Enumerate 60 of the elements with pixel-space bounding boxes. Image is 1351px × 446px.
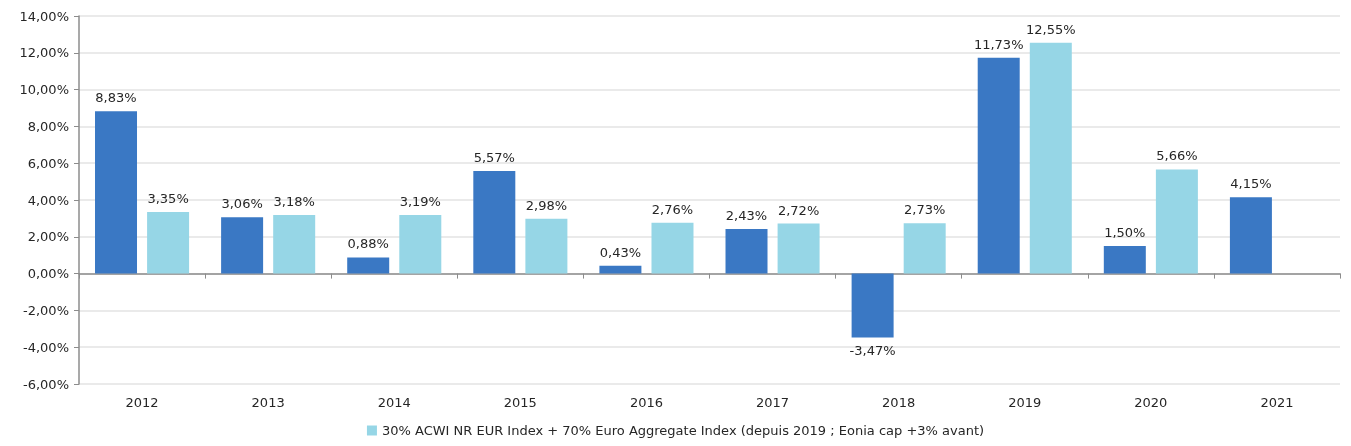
data-label: 0,88% xyxy=(347,236,389,252)
y-tick-label: 2,00% xyxy=(27,229,69,245)
bar xyxy=(473,171,516,274)
legend-label: 30% ACWI NR EUR Index + 70% Euro Aggregate Index (depuis 2019 ; Eonia cap +3% avant) xyxy=(381,423,985,438)
y-tick-label: 10,00% xyxy=(19,82,69,98)
y-tick-label: 6,00% xyxy=(27,155,69,171)
y-tick-label: 4,00% xyxy=(27,192,69,208)
x-tick-label: 2015 xyxy=(503,395,537,410)
y-tick-label: -2,00% xyxy=(23,302,69,318)
data-label: 2,76% xyxy=(651,201,694,217)
data-label: 2,73% xyxy=(904,202,946,218)
bar xyxy=(525,218,568,274)
data-label: -3,47% xyxy=(849,343,896,359)
bar xyxy=(273,215,316,274)
bar xyxy=(651,222,694,274)
bar xyxy=(1229,197,1272,274)
bar xyxy=(221,217,264,274)
data-label: 12,55% xyxy=(1026,21,1076,37)
bar xyxy=(725,228,768,274)
y-tick-label: -6,00% xyxy=(23,376,69,392)
bar xyxy=(347,257,390,274)
data-label: 3,18% xyxy=(273,194,315,210)
bar xyxy=(147,211,190,274)
x-tick-label: 2014 xyxy=(377,395,411,410)
data-label: 2,43% xyxy=(725,207,768,223)
data-label: 2,98% xyxy=(525,197,568,213)
data-label: 3,06% xyxy=(221,196,263,212)
y-tick-label: 0,00% xyxy=(27,266,69,282)
y-tick-label: 8,00% xyxy=(27,118,69,134)
data-label: 3,19% xyxy=(399,193,441,209)
bar xyxy=(977,57,1020,274)
bar xyxy=(851,273,894,338)
x-tick-label: 2021 xyxy=(1260,395,1294,410)
data-label: 0,43% xyxy=(599,244,642,260)
bar xyxy=(777,223,820,274)
x-tick-label: 2016 xyxy=(629,395,663,410)
x-tick-label: 2012 xyxy=(125,395,159,410)
data-label: 5,66% xyxy=(1156,148,1198,164)
bar xyxy=(399,214,442,274)
y-tick-label: 14,00% xyxy=(19,8,69,24)
x-tick-label: 2013 xyxy=(251,395,285,410)
x-tick-label: 2019 xyxy=(1008,395,1042,410)
bar xyxy=(599,265,642,274)
bar xyxy=(1103,246,1146,274)
x-tick-label: 2017 xyxy=(756,395,790,410)
x-tick-label: 2018 xyxy=(882,395,916,410)
data-label: 2,72% xyxy=(777,202,820,218)
bar xyxy=(1155,169,1198,274)
x-tick-label: 2020 xyxy=(1134,395,1168,410)
y-tick-label: -4,00% xyxy=(23,339,69,355)
bar xyxy=(1029,42,1072,274)
data-label: 11,73% xyxy=(973,36,1024,52)
data-label: 3,35% xyxy=(147,190,189,206)
data-label: 5,57% xyxy=(473,150,515,166)
data-label: 8,83% xyxy=(95,90,137,106)
data-label: 4,15% xyxy=(1230,176,1272,192)
y-tick-label: 12,00% xyxy=(19,45,69,61)
bar xyxy=(95,111,138,274)
data-label: 1,50% xyxy=(1104,225,1146,240)
bar xyxy=(903,223,946,274)
